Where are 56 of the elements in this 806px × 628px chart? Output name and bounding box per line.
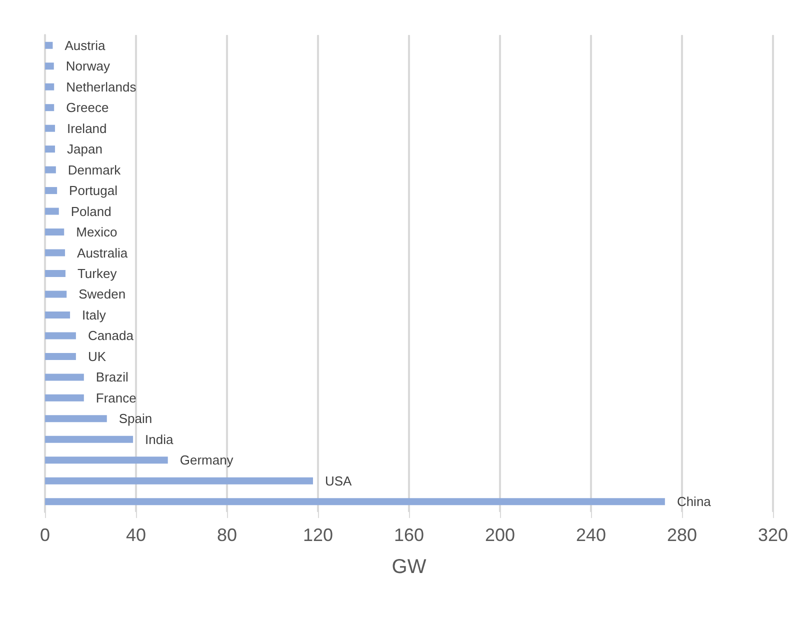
bar — [45, 62, 54, 70]
bar — [45, 249, 66, 256]
bar — [45, 498, 665, 506]
bar — [45, 352, 76, 360]
bar — [45, 104, 54, 112]
x-tick-label: 40 — [126, 525, 146, 545]
y-tick-label: Portugal — [69, 183, 118, 198]
bar — [45, 187, 58, 194]
bar — [45, 394, 84, 402]
y-tick-label: Ireland — [67, 120, 107, 136]
y-tick-label: Austria — [64, 38, 106, 53]
y-tick-label: India — [145, 432, 174, 447]
x-tick-label: 200 — [484, 525, 516, 545]
bar — [45, 477, 313, 484]
y-tick-label: Canada — [88, 328, 134, 344]
bar — [45, 311, 70, 318]
y-tick-label: Netherlands — [66, 79, 137, 94]
bar — [45, 146, 56, 153]
x-tick-label: 240 — [576, 525, 606, 545]
bar — [45, 124, 56, 132]
x-axis-title: GW — [392, 556, 426, 578]
x-tick-label: 80 — [216, 525, 238, 545]
y-tick-label: UK — [88, 348, 106, 364]
y-tick-label: Australia — [77, 245, 128, 260]
y-tick-label: Sweden — [78, 286, 126, 302]
x-tick-label: 280 — [666, 525, 698, 545]
y-tick-label: France — [96, 390, 136, 406]
y-tick-label: Japan — [67, 142, 102, 157]
y-tick-label: Denmark — [68, 162, 122, 178]
bar — [45, 456, 168, 464]
x-tick-label: 0 — [40, 525, 50, 545]
bar — [45, 374, 84, 381]
y-tick-label: Brazil — [96, 370, 129, 385]
bar — [45, 290, 67, 298]
y-tick-label: Norway — [66, 58, 110, 74]
x-tick-label: 320 — [758, 525, 788, 545]
y-tick-label: Greece — [66, 100, 109, 116]
bar — [45, 270, 66, 277]
bar — [45, 208, 59, 215]
y-tick-label: USA — [324, 473, 352, 488]
bar — [45, 436, 134, 443]
x-tick-label: 120 — [302, 525, 334, 545]
y-tick-label: Turkey — [77, 266, 118, 281]
bar — [45, 83, 54, 90]
y-tick-label: Italy — [82, 307, 106, 322]
y-tick-label: Poland — [70, 204, 112, 219]
y-tick-label: China — [676, 494, 712, 510]
y-tick-label: Mexico — [76, 224, 118, 240]
y-tick-label: Spain — [118, 411, 152, 426]
bar — [45, 166, 56, 174]
y-tick-label: Germany — [180, 452, 234, 468]
bar — [45, 415, 107, 422]
x-tick-label: 160 — [394, 525, 424, 545]
bar — [45, 332, 76, 340]
bar — [45, 42, 53, 49]
bar — [45, 228, 64, 236]
